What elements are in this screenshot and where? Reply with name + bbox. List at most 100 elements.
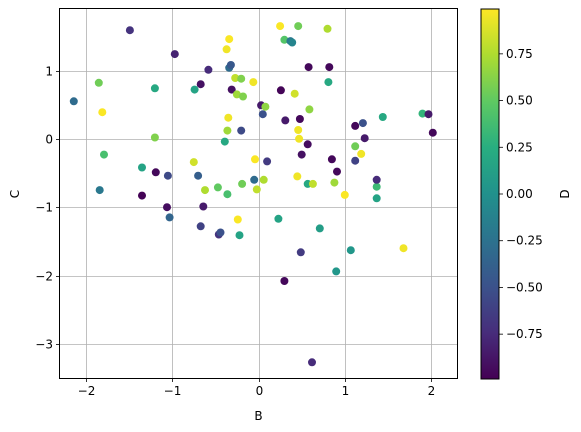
colorbar (480, 8, 500, 380)
scatter-point (378, 113, 387, 121)
scatter-point (251, 155, 259, 164)
scatter-point (340, 190, 349, 199)
scatter-point (237, 74, 246, 83)
scatter-point (293, 172, 302, 181)
y-axis-label: C (8, 190, 22, 198)
scatter-point (295, 115, 304, 123)
scatter-point (399, 244, 408, 253)
scatter-point (165, 213, 174, 222)
scatter-point (315, 224, 324, 233)
scatter-point (274, 214, 283, 223)
scatter-point (280, 35, 289, 44)
colorbar-tick-label: −0.25 (506, 234, 543, 248)
scatter-point (288, 38, 297, 47)
scatter-point (330, 178, 339, 187)
scatter-point (280, 277, 289, 285)
scatter-point (308, 358, 316, 367)
scatter-point (297, 150, 306, 159)
scatter-point (94, 78, 103, 87)
colorbar-tick-label: 0.00 (506, 187, 533, 201)
y-tick-label: 1 (45, 65, 53, 79)
scatter-point (196, 222, 205, 231)
scatter-point (138, 191, 146, 200)
colorbar-tick-label: −0.75 (506, 327, 543, 341)
scatter-point (259, 175, 268, 184)
scatter-point (98, 108, 107, 117)
x-tick-label: 2 (428, 384, 436, 398)
scatter-point (358, 119, 367, 128)
scatter-point (223, 126, 232, 135)
scatter-point (258, 110, 267, 119)
scatter-point (351, 156, 360, 165)
scatter-point (150, 133, 159, 142)
scatter-point (324, 78, 333, 87)
x-axis-ticks: −2 −1 0 1 2 (78, 378, 436, 398)
scatter-point (351, 142, 360, 151)
scatter-point (223, 190, 232, 199)
scatter-point (233, 215, 242, 224)
scatter-point (69, 97, 78, 106)
scatter-point (357, 149, 366, 158)
scatter-point (295, 134, 304, 143)
scatter-point (227, 85, 236, 94)
scatter-point (163, 203, 171, 212)
colorbar-tick-label: 0.25 (506, 140, 533, 154)
scatter-points (69, 22, 437, 367)
scatter-point (294, 22, 303, 31)
scatter-point (237, 126, 246, 135)
scatter-point (250, 175, 259, 184)
scatter-point (372, 182, 381, 191)
x-tick-label: 0 (256, 384, 264, 398)
colorbar-tick-label: −0.50 (506, 280, 543, 294)
x-tick-label: −2 (78, 384, 96, 398)
scatter-point (304, 63, 313, 72)
grid-lines (60, 9, 457, 378)
scatter-point (249, 78, 258, 87)
scatter-point (323, 24, 332, 33)
scatter-point (346, 246, 355, 255)
scatter-point (325, 63, 334, 72)
y-tick-label: −2 (35, 270, 53, 284)
scatter-point (281, 116, 290, 125)
y-tick-label: −1 (35, 201, 53, 215)
scatter-point (225, 35, 234, 44)
colorbar-label: D (558, 189, 572, 198)
scatter-point (351, 121, 360, 130)
colorbar-tick-label: 0.75 (506, 47, 533, 61)
scatter-point (138, 163, 146, 172)
y-axis-ticks: −3 −2 −1 0 1 (35, 65, 60, 352)
scatter-point (199, 202, 208, 211)
scatter-point (327, 155, 336, 164)
scatter-point (190, 85, 199, 94)
scatter-point (305, 105, 314, 114)
scatter-point (360, 134, 369, 143)
scatter-point (196, 80, 205, 89)
scatter-point (263, 157, 272, 166)
scatter-point (125, 26, 134, 35)
colorbar-ticks: −0.75 −0.50 −0.25 0.00 0.25 0.50 0.75 (499, 47, 543, 341)
y-tick-label: −3 (35, 338, 53, 352)
scatter-point (294, 126, 303, 134)
scatter-point (276, 86, 285, 95)
scatter-point (216, 228, 225, 237)
scatter-point (261, 102, 270, 111)
scatter-point (201, 186, 209, 195)
scatter-point (232, 90, 241, 99)
scatter-point (220, 137, 229, 146)
scatter-point (238, 179, 247, 188)
scatter-point (372, 194, 381, 203)
scatter-point (332, 267, 341, 276)
scatter-point (163, 171, 172, 180)
scatter-point (296, 248, 305, 257)
scatter-point (151, 168, 160, 177)
scatter-point (418, 109, 427, 118)
scatter-point (150, 84, 159, 93)
scatter-point (428, 128, 437, 137)
scatter-point (95, 186, 104, 195)
scatter-point (303, 140, 312, 149)
scatter-point (222, 45, 231, 54)
scatter-point (276, 22, 285, 31)
scatter-point (204, 65, 213, 74)
scatter-point (189, 158, 198, 167)
